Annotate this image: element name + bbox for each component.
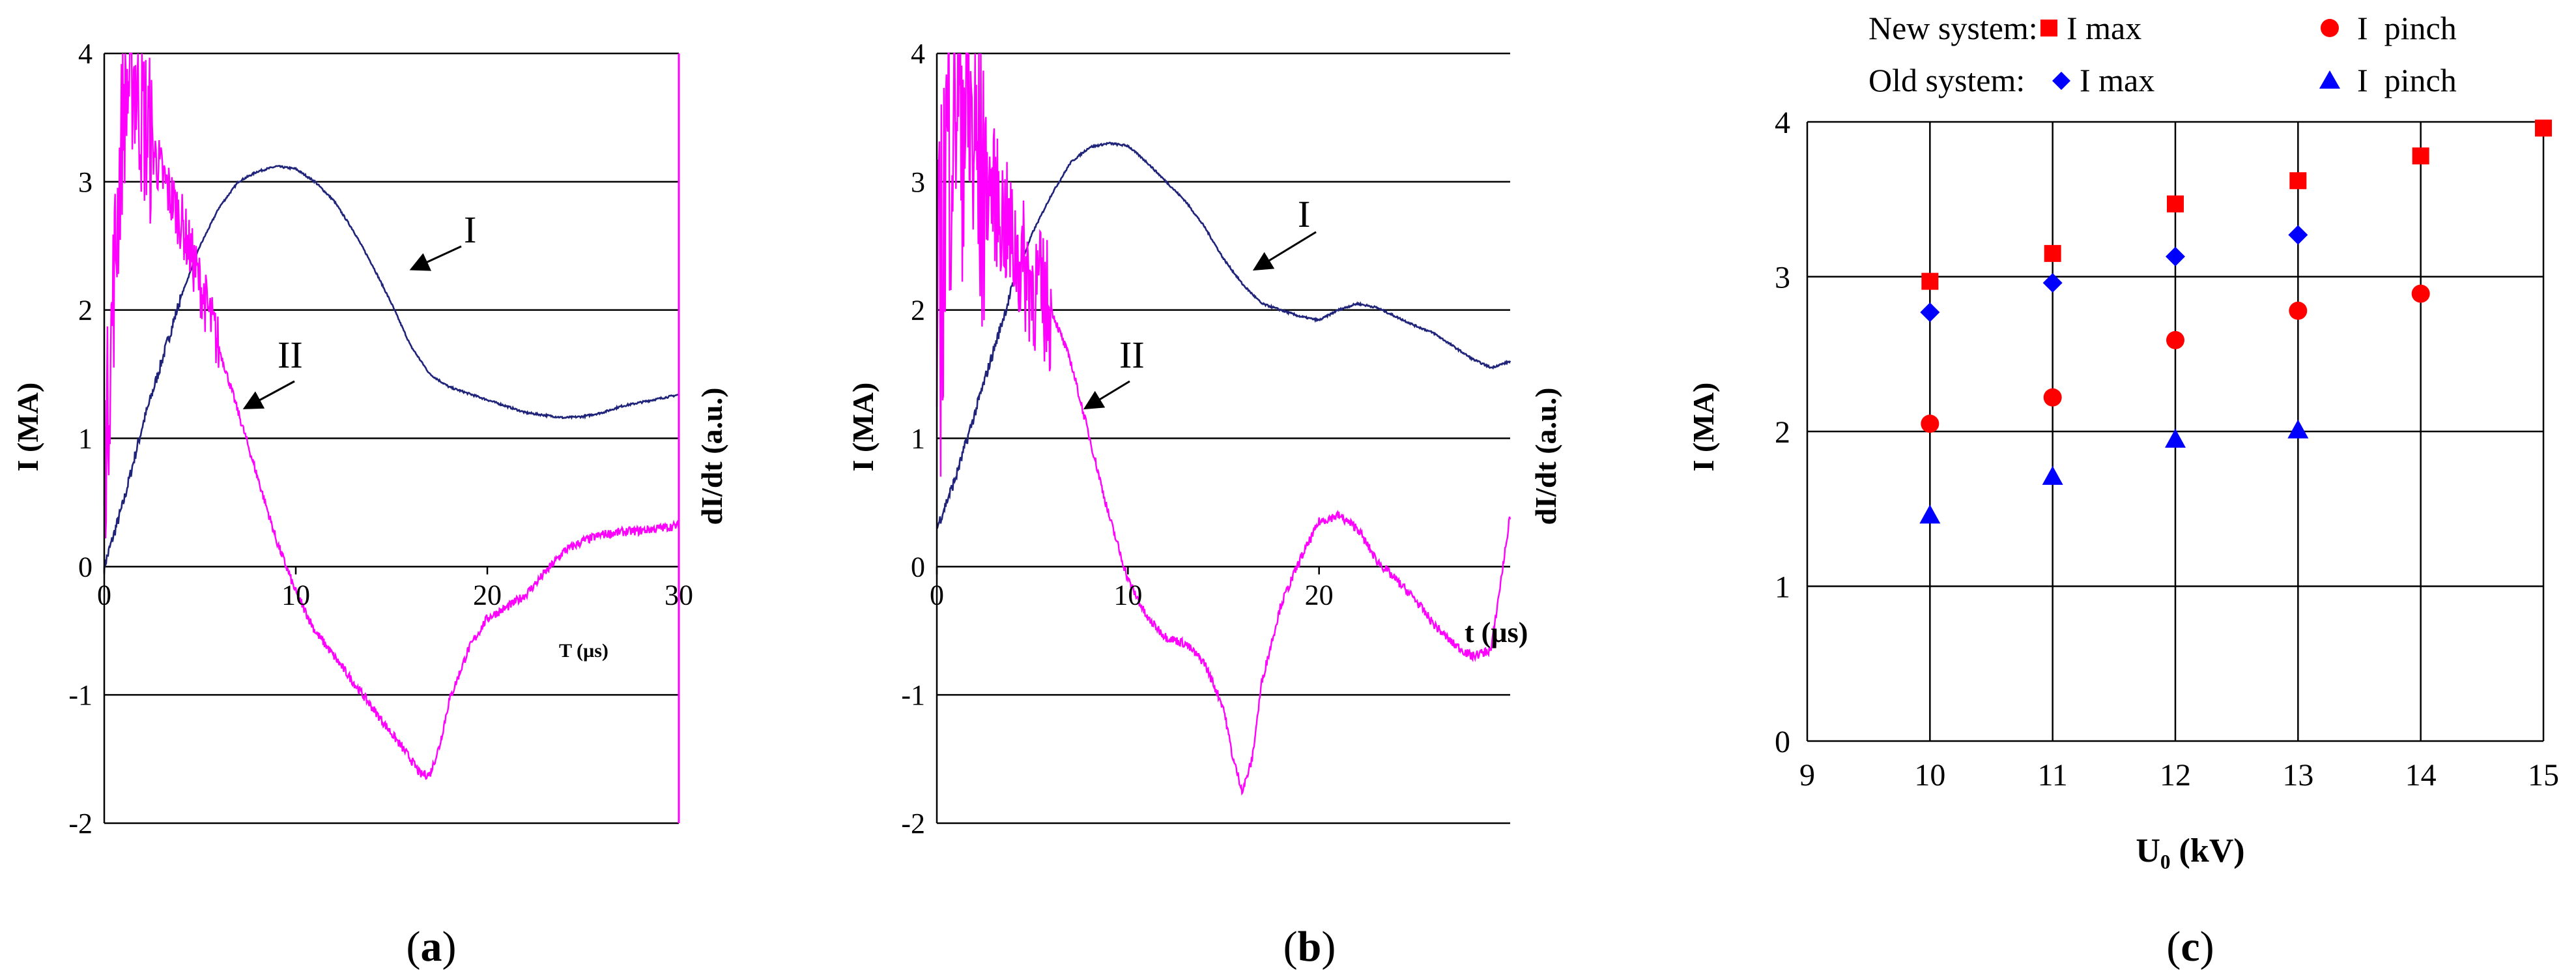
panel-a-x-label: T (µs) xyxy=(559,640,608,662)
panel-a-x-tick-label: 10 xyxy=(281,579,310,611)
legend-new-system-label: New system: xyxy=(1868,10,2038,46)
panel-b-arrow-i xyxy=(1252,231,1317,271)
panel-c-x-tick-label: 11 xyxy=(2038,758,2068,793)
panel-b-y-tick-label: 1 xyxy=(911,423,925,455)
panel-c-point-square xyxy=(2535,119,2552,137)
panel-c-x-tick-label: 10 xyxy=(1914,758,1945,793)
panel-c-point-diamond xyxy=(1920,302,1940,323)
panel-b-y-tick-label: 3 xyxy=(911,166,925,198)
panel-b-series-ii xyxy=(936,52,1511,796)
panel-c-point-circle xyxy=(2289,301,2308,320)
legend-new-ipinch-marker xyxy=(2321,19,2339,37)
panel-b-caption: (b) xyxy=(1283,923,1336,970)
panel-c-point-triangle xyxy=(2287,419,2309,439)
panel-a-y-tick-label: 0 xyxy=(78,551,93,583)
panel-c-point-triangle xyxy=(2042,465,2063,485)
panel-b-x-label: t (µs) xyxy=(1465,617,1528,649)
panel-a-x-tick-label: 0 xyxy=(97,579,111,611)
panel-a-x-tick-label: 20 xyxy=(473,579,502,611)
panel-b-series-i xyxy=(936,141,1511,529)
panel-b-chart: -2 -1 0 1 2 3 4 0 10 20 I (MA) dI/dt (a.u.) t (µs… xyxy=(846,38,1562,970)
panel-a-y2-label: dI/dt (a.u.) xyxy=(695,388,728,525)
panel-a-series-ii xyxy=(103,52,680,780)
legend-old-ipinch-label: I pinch xyxy=(2357,62,2457,98)
panel-a-series-i xyxy=(103,164,680,573)
panel-c-point-triangle xyxy=(1919,504,1941,524)
panel-a-y-tick-label: -1 xyxy=(68,679,93,711)
panel-c-point-circle xyxy=(2166,330,2184,349)
panel-c-legend: New system: I max I pinch Old system: I … xyxy=(1868,10,2457,98)
panel-b-y-tick-label: 4 xyxy=(911,38,925,70)
panel-c-y-label: I (MA) xyxy=(1687,383,1720,472)
panel-c-point-diamond xyxy=(2288,225,2308,245)
panel-a-caption: (a) xyxy=(407,923,457,970)
panel-b-y-tick-label: -1 xyxy=(901,679,925,711)
panel-c-point-square xyxy=(2044,244,2061,262)
legend-old-imax-marker xyxy=(2052,72,2070,90)
panel-b-arrow-ii xyxy=(1083,380,1130,410)
panel-a-y-tick-label: 4 xyxy=(78,38,93,70)
panel-c-y-tick-label: 2 xyxy=(1775,415,1790,450)
panel-c-x-tick-label: 14 xyxy=(2405,758,2437,793)
panel-a-y-label: I (MA) xyxy=(11,383,44,472)
panel-c-point-square xyxy=(2167,195,2184,212)
legend-new-imax-marker xyxy=(2040,20,2057,36)
panel-c-x-tick-label: 9 xyxy=(1799,758,1815,793)
panel-c-y-tick-label: 1 xyxy=(1775,570,1790,605)
panel-b-y-tick-label: -2 xyxy=(901,808,925,839)
panel-c-y-tick-label: 4 xyxy=(1775,106,1790,140)
panel-c-point-circle xyxy=(1921,415,1939,433)
panel-a-x-tick-label: 30 xyxy=(665,579,693,611)
panel-a-chart: -2 -1 0 1 2 3 4 0 10 20 30 I (MA) dI/dt (a.u.) T (… xyxy=(11,38,728,970)
panel-c-point-diamond xyxy=(2166,246,2185,267)
panel-c-point-diamond xyxy=(2042,273,2063,293)
legend-old-ipinch-marker xyxy=(2319,70,2340,89)
legend-new-ipinch-label: I pinch xyxy=(2357,10,2457,46)
panel-c-x-tick-label: 15 xyxy=(2528,758,2559,793)
legend-old-system-label: Old system: xyxy=(1868,62,2025,98)
panel-c-point-circle xyxy=(2043,388,2062,407)
panel-a-y-tick-label: 3 xyxy=(78,166,93,198)
panel-b-x-tick-label: 10 xyxy=(1113,579,1142,611)
panel-b-y-tick-label: 0 xyxy=(911,551,925,583)
panel-a-arrow-ii xyxy=(242,380,295,409)
legend-old-imax-label: I max xyxy=(2080,62,2154,98)
panel-c-y-tick-label: 3 xyxy=(1775,261,1790,295)
panel-a-annotation-i: I xyxy=(464,209,476,251)
panel-a-arrow-i xyxy=(409,245,462,271)
panel-c-x-label: U₀ (kV) xyxy=(2136,832,2244,869)
panel-a-annotation-ii: II xyxy=(278,334,303,376)
panel-a-y-tick-label: 2 xyxy=(78,295,93,327)
panel-a-y-tick-label: -2 xyxy=(68,808,93,839)
panel-c-point-square xyxy=(2412,147,2429,165)
panel-a-y-tick-label: 1 xyxy=(78,423,93,455)
panel-c-y-tick-label: 0 xyxy=(1775,725,1790,759)
panel-c-point-square xyxy=(2289,172,2307,190)
panel-b-x-tick-label: 20 xyxy=(1305,579,1334,611)
panel-c-caption: (c) xyxy=(2166,923,2214,970)
legend-new-imax-label: I max xyxy=(2067,10,2141,46)
panel-b-y2-label: dI/dt (a.u.) xyxy=(1529,388,1562,525)
panel-b-annotation-i: I xyxy=(1298,193,1310,235)
panel-b-y-tick-label: 2 xyxy=(911,295,925,327)
panel-c-point-square xyxy=(1921,272,1939,290)
panel-b-annotation-ii: II xyxy=(1119,334,1145,376)
panel-b-y-label: I (MA) xyxy=(846,383,880,472)
panel-c-x-tick-label: 13 xyxy=(2282,758,2313,793)
panel-c-x-tick-label: 12 xyxy=(2160,758,2191,793)
panel-c-point-circle xyxy=(2411,284,2430,303)
panel-b-x-tick-label: 0 xyxy=(930,579,944,611)
panel-c-point-triangle xyxy=(2165,428,2186,448)
